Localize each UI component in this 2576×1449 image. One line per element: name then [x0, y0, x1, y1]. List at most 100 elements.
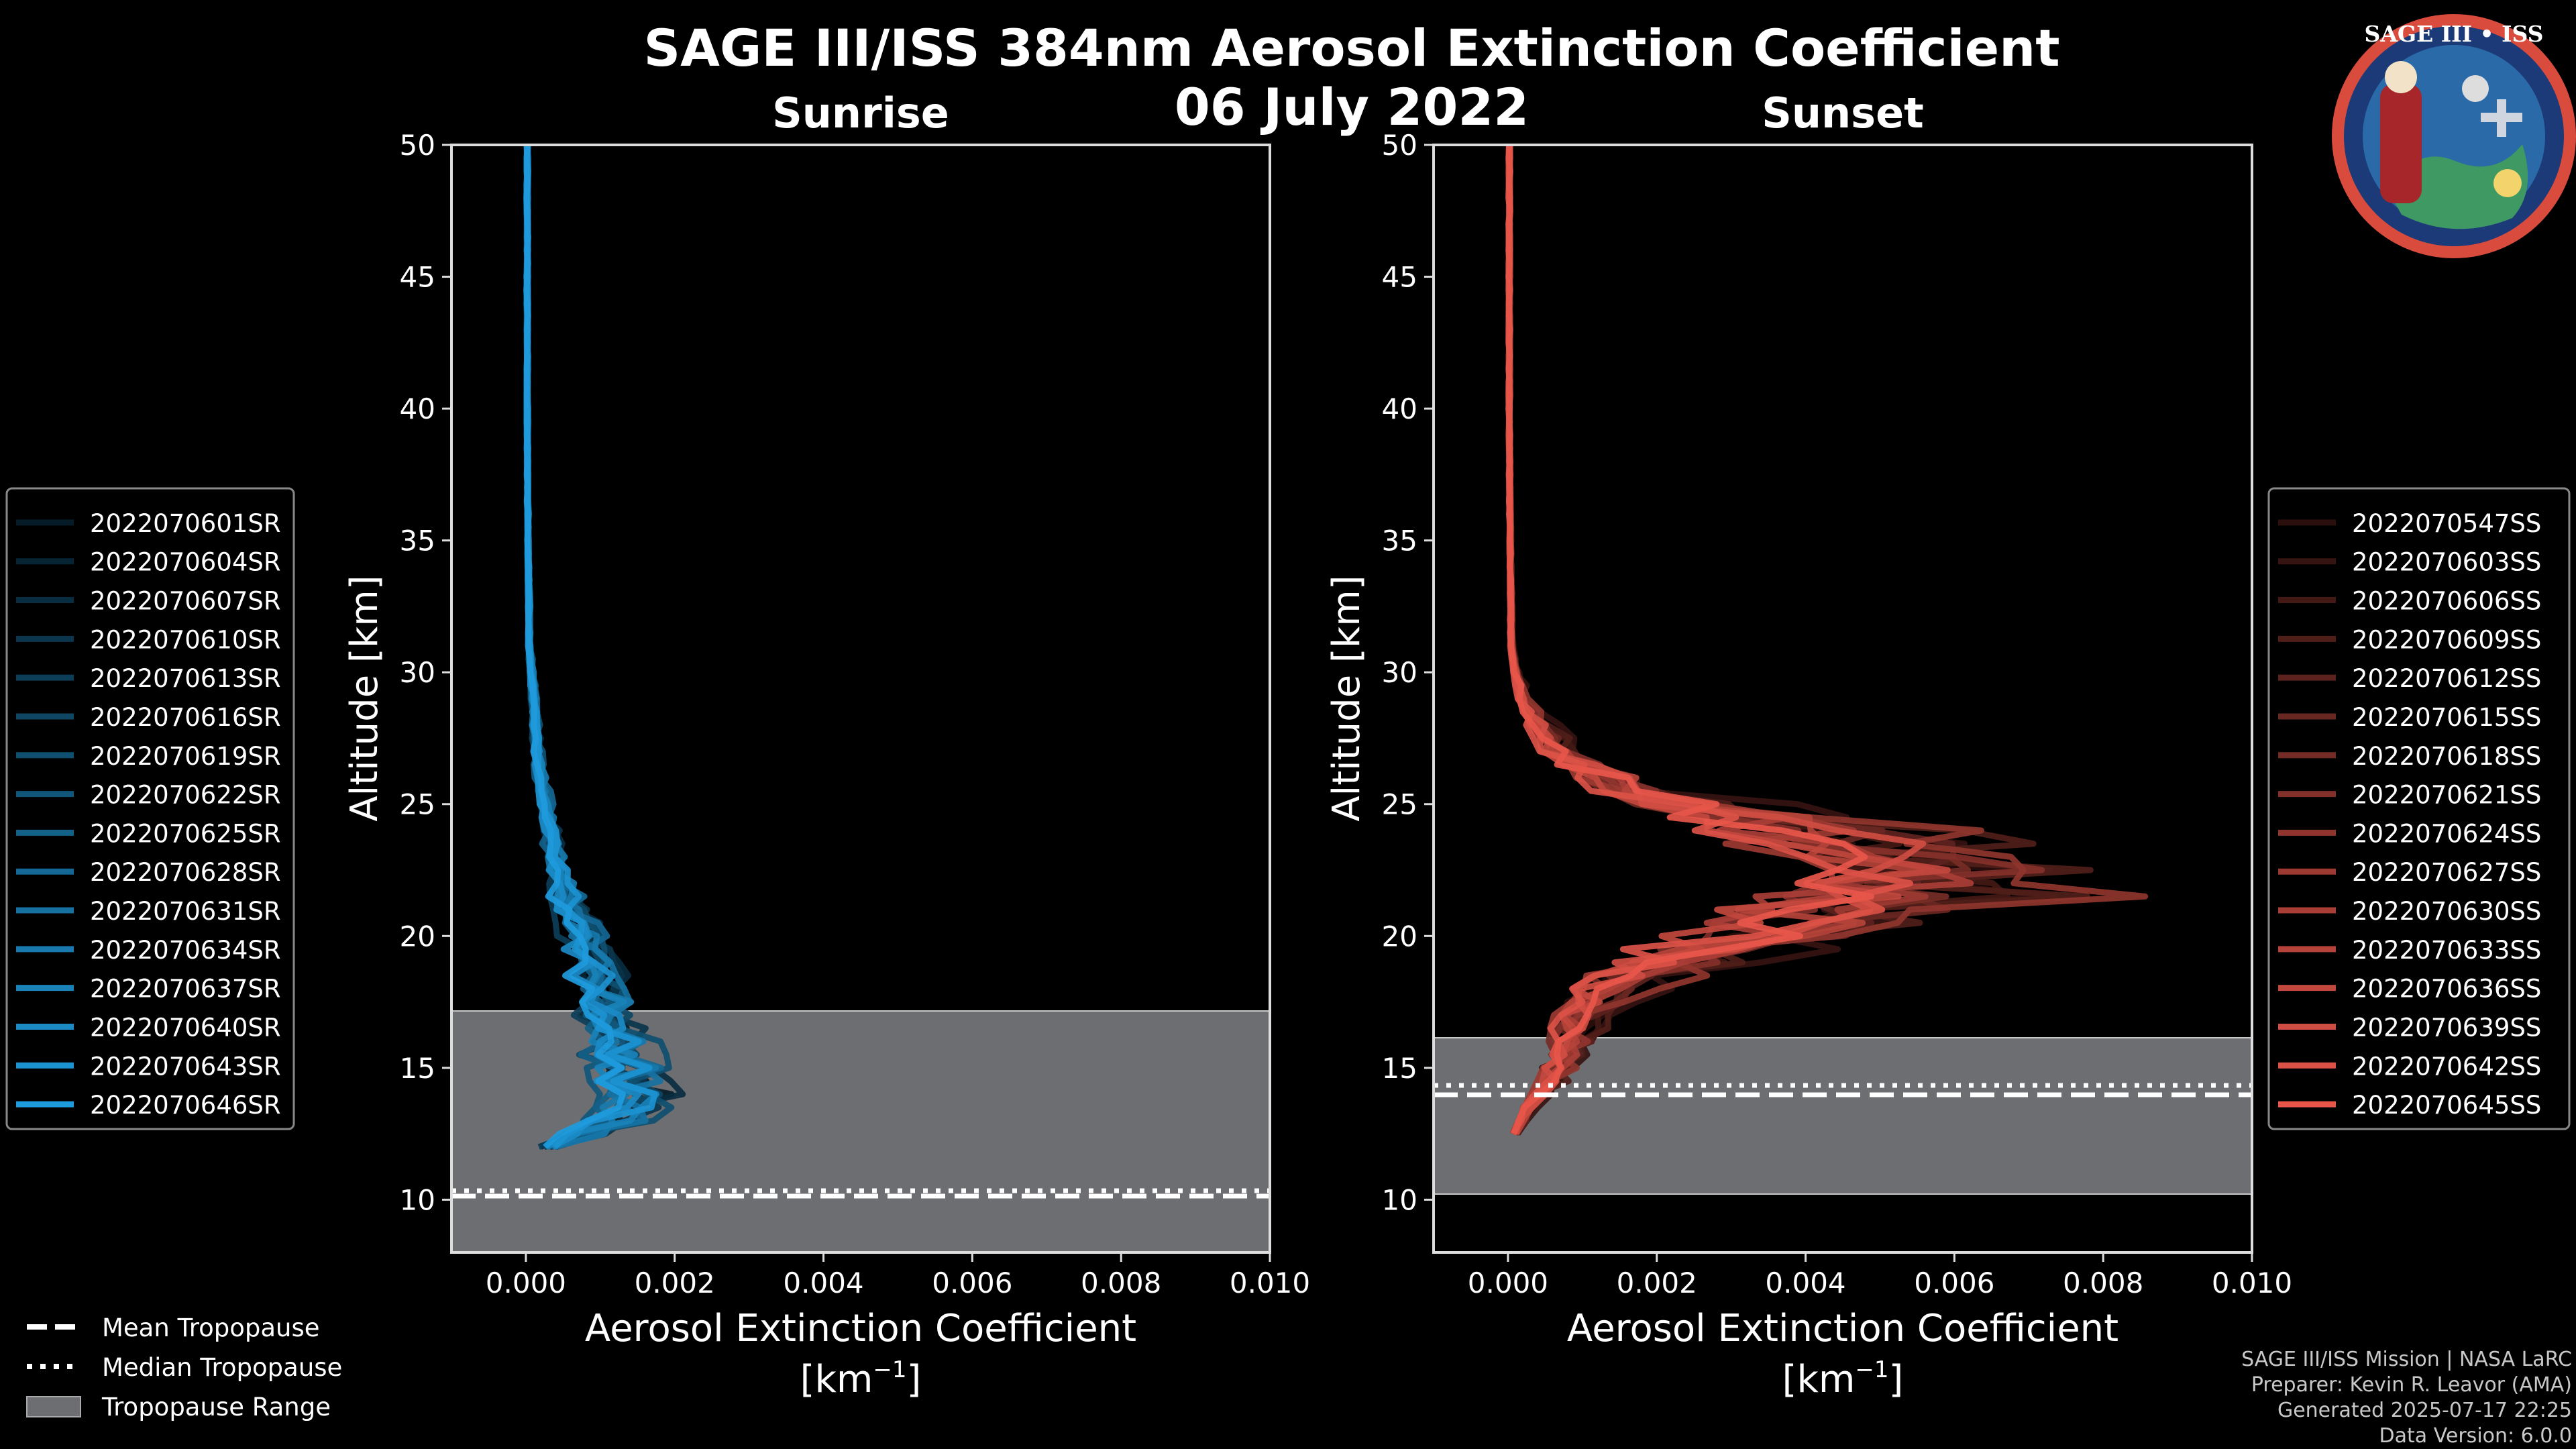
y-tick-label: 25 [400, 788, 435, 821]
legend-entry: 2022070628SR [90, 858, 281, 887]
sunrise-x-units-pre: [km [800, 1358, 873, 1401]
legend-entry: 2022070646SR [90, 1091, 281, 1120]
y-tick-label: 35 [1382, 525, 1417, 557]
sunrise-legend: 2022070601SR 2022070604SR 2022070607SR 2022… [5, 487, 295, 1130]
legend-entry: 2022070547SS [2352, 509, 2541, 538]
y-tick-label: 15 [1382, 1052, 1417, 1085]
sunrise-x-units-post: ] [907, 1358, 922, 1401]
y-tick-label: 10 [1382, 1183, 1417, 1216]
sunrise-x-ticks: 0.000 0.002 0.004 0.006 0.008 0.010 [486, 1252, 1310, 1299]
sunset-y-ticks: 10 15 20 25 30 35 40 45 50 [1382, 129, 1434, 1216]
legend-entry: 2022070613SR [90, 664, 281, 693]
legend-entry: 2022070615SS [2352, 703, 2541, 732]
legend-entry: 2022070601SR [90, 509, 281, 538]
legend-entry: 2022070640SR [90, 1013, 281, 1042]
credit-mission: SAGE III/ISS Mission | NASA LaRC [2241, 1348, 2572, 1371]
logo-figure-icon [2380, 84, 2422, 203]
y-tick-label: 40 [400, 392, 435, 425]
y-tick-label: 20 [1382, 920, 1417, 953]
profile-line-2022070645SS [1505, 144, 1874, 1135]
x-tick-label: 0.004 [783, 1267, 863, 1299]
credit-preparer: Preparer: Kevin R. Leavor (AMA) [2251, 1373, 2572, 1397]
logo-figure-head-icon [2385, 61, 2417, 93]
y-tick-label: 45 [400, 261, 435, 294]
legend-entry: 2022070607SR [90, 587, 281, 616]
credit-generated: Generated 2025-07-17 22:25 [2277, 1399, 2572, 1422]
chart-title: SAGE III/ISS 384nm Aerosol Extinction Co… [643, 18, 2059, 78]
sunrise-y-ticks: 10 15 20 25 30 35 40 45 50 [400, 129, 451, 1216]
legend-entry: 2022070634SR [90, 936, 281, 965]
legend-frame [5, 487, 295, 1130]
legend-entry: 2022070630SS [2352, 897, 2541, 926]
legend-entry: 2022070624SS [2352, 819, 2541, 848]
sunrise-profiles [523, 144, 686, 1150]
x-tick-label: 0.008 [1081, 1267, 1161, 1299]
x-tick-label: 0.008 [2063, 1267, 2143, 1299]
sunset-x-units-post: ] [1889, 1358, 1904, 1401]
logo-moon-icon [2462, 75, 2489, 102]
legend-mean-tropopause-label: Mean Tropopause [102, 1313, 320, 1342]
legend-entry: 2022070621SS [2352, 781, 2541, 810]
legend-entry: 2022070625SR [90, 819, 281, 848]
y-tick-label: 25 [1382, 788, 1417, 821]
legend-entry: 2022070622SR [90, 781, 281, 810]
x-tick-label: 0.000 [1468, 1267, 1548, 1299]
y-tick-label: 30 [400, 656, 435, 689]
legend-entry: 2022070636SS [2352, 975, 2541, 1004]
legend-entry: 2022070604SR [90, 548, 281, 577]
x-tick-label: 0.006 [1914, 1267, 1994, 1299]
sunset-x-ticks: 0.000 0.002 0.004 0.006 0.008 0.010 [1468, 1252, 2292, 1299]
sunrise-x-units-exponent: −1 [873, 1356, 906, 1383]
sage-logo: SAGE III • ISS [2332, 14, 2576, 258]
y-tick-label: 30 [1382, 656, 1417, 689]
y-tick-label: 40 [1382, 392, 1417, 425]
legend-entry: 2022070619SR [90, 742, 281, 771]
x-tick-label: 0.006 [932, 1267, 1012, 1299]
legend-tropopause-range-label: Tropopause Range [101, 1393, 331, 1421]
sunrise-x-label: Aerosol Extinction Coefficient [585, 1307, 1136, 1350]
legend-entry: 2022070612SS [2352, 664, 2541, 693]
legend-median-tropopause-label: Median Tropopause [102, 1353, 342, 1382]
credit-data-version: Data Version: 6.0.0 [2379, 1424, 2572, 1448]
x-tick-label: 0.002 [635, 1267, 715, 1299]
x-tick-label: 0.000 [486, 1267, 566, 1299]
tropopause-legend: Mean Tropopause Median Tropopause Tropop… [26, 1313, 342, 1421]
legend-entry: 2022070637SR [90, 975, 281, 1004]
legend-entry: 2022070631SR [90, 897, 281, 926]
y-tick-label: 15 [400, 1052, 435, 1085]
legend-entry: 2022070645SS [2352, 1091, 2541, 1120]
sunrise-x-units: [km−1] [800, 1356, 922, 1401]
legend-entry: 2022070603SS [2352, 548, 2541, 577]
y-tick-label: 50 [400, 129, 435, 162]
credits: SAGE III/ISS Mission | NASA LaRC Prepare… [2241, 1348, 2572, 1448]
sunset-subtitle: Sunset [1762, 89, 1924, 138]
legend-entry: 2022070610SR [90, 625, 281, 654]
y-tick-label: 50 [1382, 129, 1417, 162]
legend-entry: 2022070609SS [2352, 625, 2541, 654]
sunset-plot-frame [1432, 144, 2253, 1254]
legend-entry: 2022070642SS [2352, 1052, 2541, 1081]
y-tick-label: 20 [400, 920, 435, 953]
profile-line-2022070646SR [523, 144, 626, 1150]
x-tick-label: 0.004 [1765, 1267, 1845, 1299]
legend-entry: 2022070643SR [90, 1052, 281, 1081]
sunset-y-label: Altitude [km] [1325, 575, 1368, 821]
x-tick-label: 0.010 [1230, 1267, 1310, 1299]
legend-entry: 2022070627SS [2352, 858, 2541, 887]
x-tick-label: 0.010 [2212, 1267, 2292, 1299]
legend-entry: 2022070618SS [2352, 742, 2541, 771]
legend-entry: 2022070616SR [90, 703, 281, 732]
y-tick-label: 35 [400, 525, 435, 557]
logo-sun-icon [2493, 169, 2522, 197]
sunset-legend: 2022070547SS 2022070603SS 2022070606SS 2022… [2267, 487, 2571, 1130]
logo-station-mast-icon [2497, 99, 2506, 137]
legend-entry: 2022070606SS [2352, 587, 2541, 616]
sunset-x-units: [km−1] [1782, 1356, 1904, 1401]
sunrise-subtitle: Sunrise [772, 89, 949, 138]
sunset-x-label: Aerosol Extinction Coefficient [1567, 1307, 2118, 1350]
sunrise-y-label: Altitude [km] [343, 575, 386, 821]
